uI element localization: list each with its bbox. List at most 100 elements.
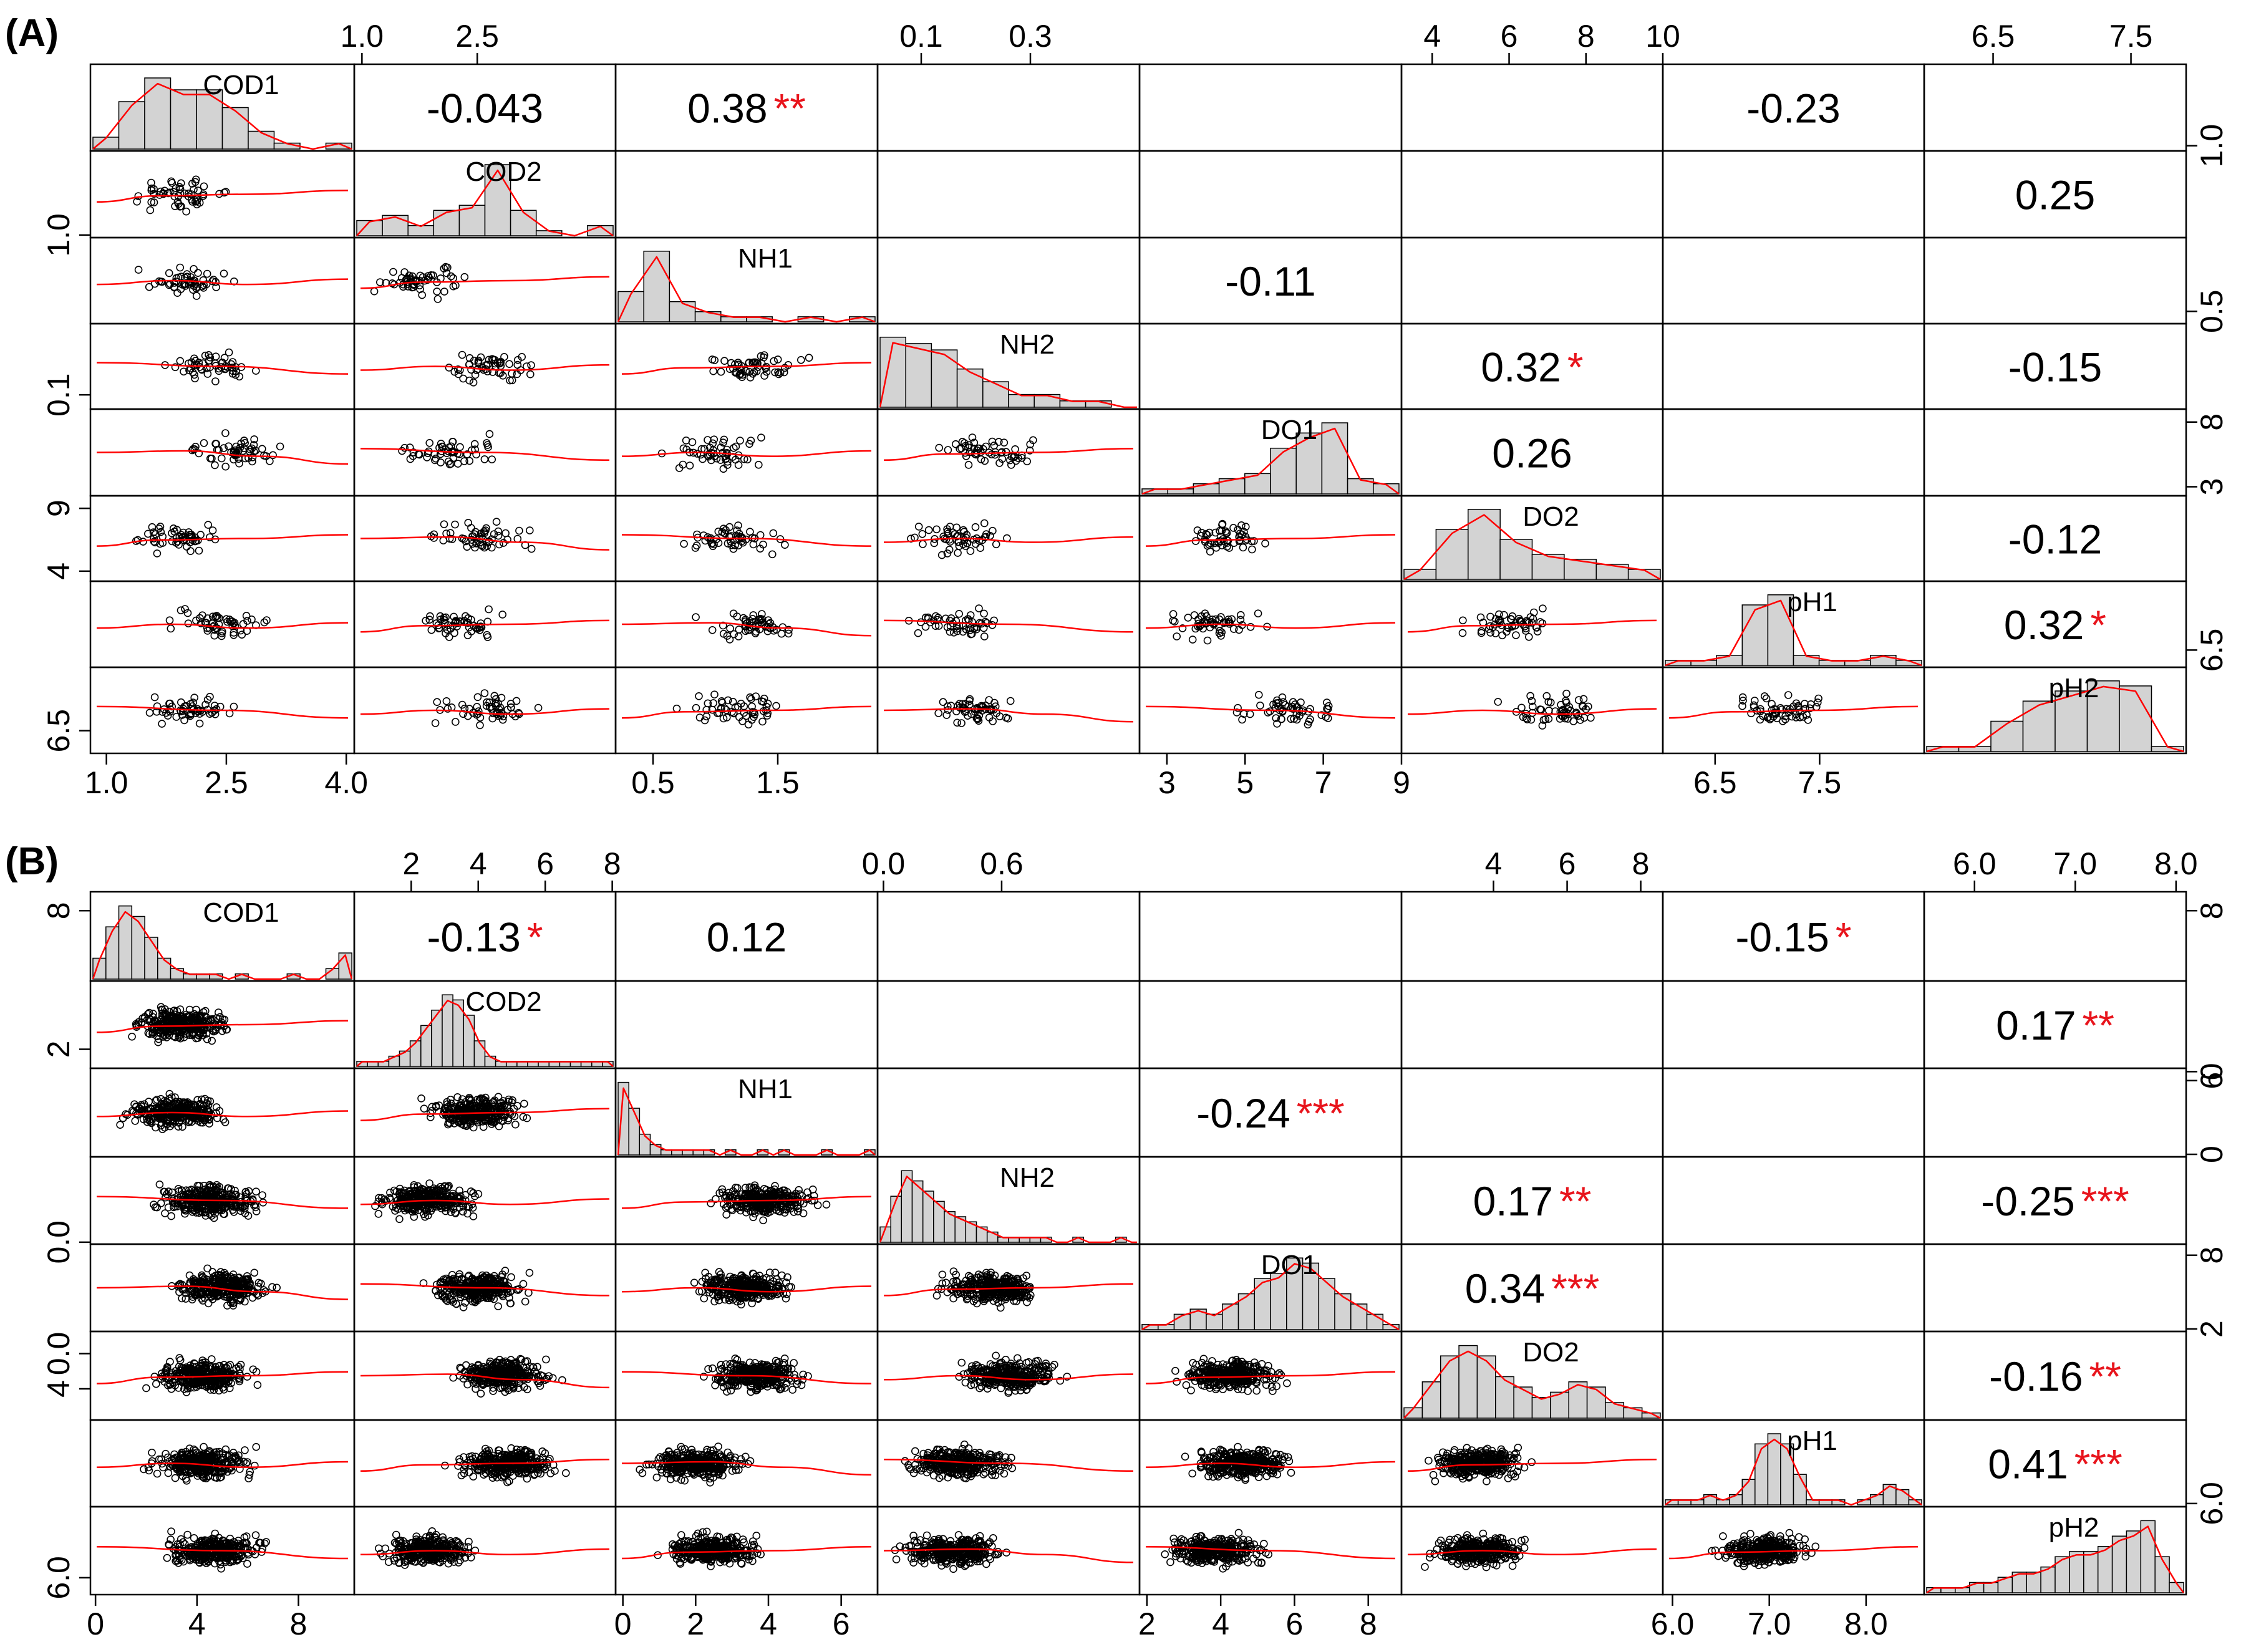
- cell-3-7: -0.25 ***: [1923, 1156, 2187, 1245]
- scatter-point: [1242, 523, 1250, 531]
- significance-stars: ***: [2081, 1178, 2129, 1224]
- correlation-coefficient: 0.12: [707, 914, 787, 960]
- scatter-point: [1255, 690, 1263, 699]
- scatter-point: [749, 611, 758, 619]
- scatter-point: [128, 1033, 136, 1041]
- scatter-point: [208, 454, 216, 463]
- scatter-point: [966, 624, 975, 632]
- cell-0-2: 0.38 **: [614, 63, 879, 152]
- cell-border: [876, 150, 1141, 239]
- scatter-point: [975, 604, 983, 612]
- scatter-point: [182, 207, 190, 216]
- scatter-point: [172, 274, 181, 283]
- scatter-point: [491, 359, 500, 368]
- cell-4-2: [614, 408, 879, 497]
- tick-label: 1.0: [341, 19, 384, 54]
- scatter-point: [412, 276, 420, 284]
- scatter-point: [451, 718, 460, 726]
- scatter-point: [248, 615, 256, 624]
- significance-stars: **: [1559, 1178, 1591, 1224]
- scatter-point: [771, 368, 779, 377]
- cell-border: [1662, 322, 1925, 410]
- scatter-point: [1211, 615, 1220, 624]
- scatter-point: [1491, 629, 1499, 637]
- histogram-bar: [901, 1170, 913, 1243]
- scatter-point: [433, 287, 441, 296]
- scatter-point: [725, 365, 734, 374]
- scatter-point: [784, 360, 793, 369]
- scatter-point: [1236, 616, 1245, 624]
- scatter-point: [150, 534, 158, 543]
- correlation-coefficient: -0.15: [2008, 344, 2102, 390]
- scatter-point: [191, 175, 200, 184]
- scatter-point: [525, 526, 534, 534]
- tick-label: 8: [2194, 413, 2229, 431]
- scatter-point: [213, 612, 221, 621]
- cell-2-2: NH1: [614, 1067, 879, 1158]
- scatter-point: [722, 1210, 730, 1219]
- density-line: [617, 256, 876, 323]
- smooth-line: [360, 364, 610, 371]
- scatter-point: [980, 632, 989, 640]
- scatter-point: [266, 457, 274, 465]
- scatter-point: [1494, 698, 1502, 706]
- scatter-point: [422, 616, 430, 625]
- scatter-point: [210, 631, 219, 640]
- correlation-value: -0.23: [1746, 85, 1840, 132]
- scatter-point: [221, 429, 230, 437]
- histogram-bar: [221, 107, 249, 150]
- scatter-point: [471, 370, 480, 379]
- cell-3-5: 0.17 **: [1400, 1156, 1664, 1245]
- cell-0-3: [876, 63, 1141, 152]
- cell-5-2: [614, 495, 879, 582]
- cell-4-0: [89, 408, 356, 497]
- cell-0-3: [876, 891, 1141, 982]
- scatter-point: [1225, 544, 1234, 552]
- scatter-point: [966, 611, 975, 619]
- scatter-point: [970, 438, 979, 447]
- scatter-point: [116, 1121, 124, 1129]
- cell-4-1: [353, 1243, 617, 1333]
- scatter-point: [523, 362, 531, 370]
- scatter-point: [1193, 526, 1202, 534]
- scatter-point: [167, 177, 175, 186]
- scatter-point: [260, 618, 269, 627]
- scatter-point: [1173, 632, 1181, 640]
- scatter-point: [952, 440, 960, 448]
- scatter-point: [985, 696, 993, 704]
- cell-border: [1138, 980, 1403, 1070]
- scatter-point: [208, 526, 217, 534]
- histogram-bar: [956, 368, 984, 408]
- cell-3-6: [1662, 1156, 1925, 1245]
- scatter-point: [251, 367, 260, 375]
- scatter-point: [192, 360, 201, 369]
- cell-3-6: [1662, 322, 1925, 410]
- scatter-point: [164, 1203, 173, 1212]
- scatter-point: [1234, 525, 1242, 534]
- scatter-point: [944, 446, 952, 454]
- scatter-point: [736, 437, 744, 445]
- scatter-point: [521, 1297, 530, 1306]
- histogram-bar: [458, 205, 486, 236]
- scatter-point: [1206, 548, 1214, 556]
- scatter-point: [177, 179, 185, 188]
- scatter-point: [743, 619, 751, 627]
- histogram-bar: [905, 343, 932, 408]
- cell-border: [876, 236, 1141, 325]
- scatter-point: [195, 719, 204, 728]
- cell-border: [1923, 408, 2187, 497]
- histogram-bar: [1499, 539, 1533, 580]
- cell-0-6: -0.23: [1662, 63, 1925, 152]
- scatter-point: [225, 348, 233, 357]
- scatter-point: [185, 1271, 194, 1280]
- scatter-point: [721, 452, 730, 460]
- cell-0-0: COD1: [89, 891, 356, 982]
- scatter-point: [174, 200, 183, 208]
- histogram-bar: [2022, 700, 2056, 752]
- scatter-point: [147, 198, 155, 206]
- cell-border: [876, 63, 1141, 152]
- scatter-point: [961, 442, 970, 450]
- density-line: [1403, 514, 1661, 581]
- scatter-point: [990, 442, 999, 450]
- scatter-point: [195, 198, 204, 207]
